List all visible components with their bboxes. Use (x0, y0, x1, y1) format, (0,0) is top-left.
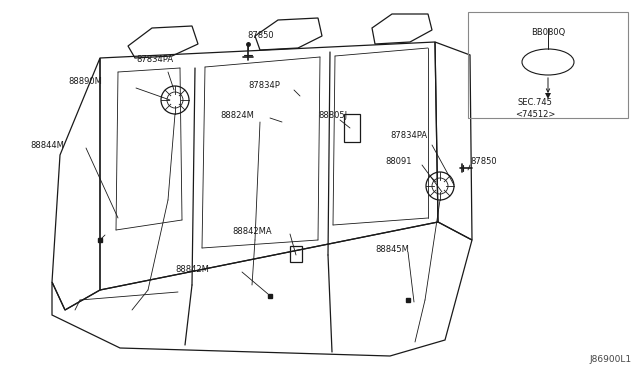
Text: 88842MA: 88842MA (232, 227, 271, 235)
FancyArrowPatch shape (547, 78, 550, 92)
Text: 87834P: 87834P (248, 81, 280, 90)
Text: 87850: 87850 (247, 32, 274, 41)
Text: J86900L1: J86900L1 (590, 355, 632, 364)
Text: 88842M: 88842M (175, 266, 209, 275)
Text: 88890M: 88890M (68, 77, 102, 87)
Text: 88844M: 88844M (30, 141, 64, 151)
Text: BB080Q: BB080Q (531, 28, 565, 37)
Text: 88805J: 88805J (318, 110, 347, 119)
Text: 87834PA: 87834PA (390, 131, 427, 141)
Text: 88845M: 88845M (375, 244, 409, 253)
Text: 88824M: 88824M (220, 110, 254, 119)
Text: 88091: 88091 (385, 157, 412, 166)
Text: 87850: 87850 (470, 157, 497, 166)
Text: SEC.745
<74512>: SEC.745 <74512> (515, 98, 555, 119)
Text: 87834PA: 87834PA (136, 55, 173, 64)
